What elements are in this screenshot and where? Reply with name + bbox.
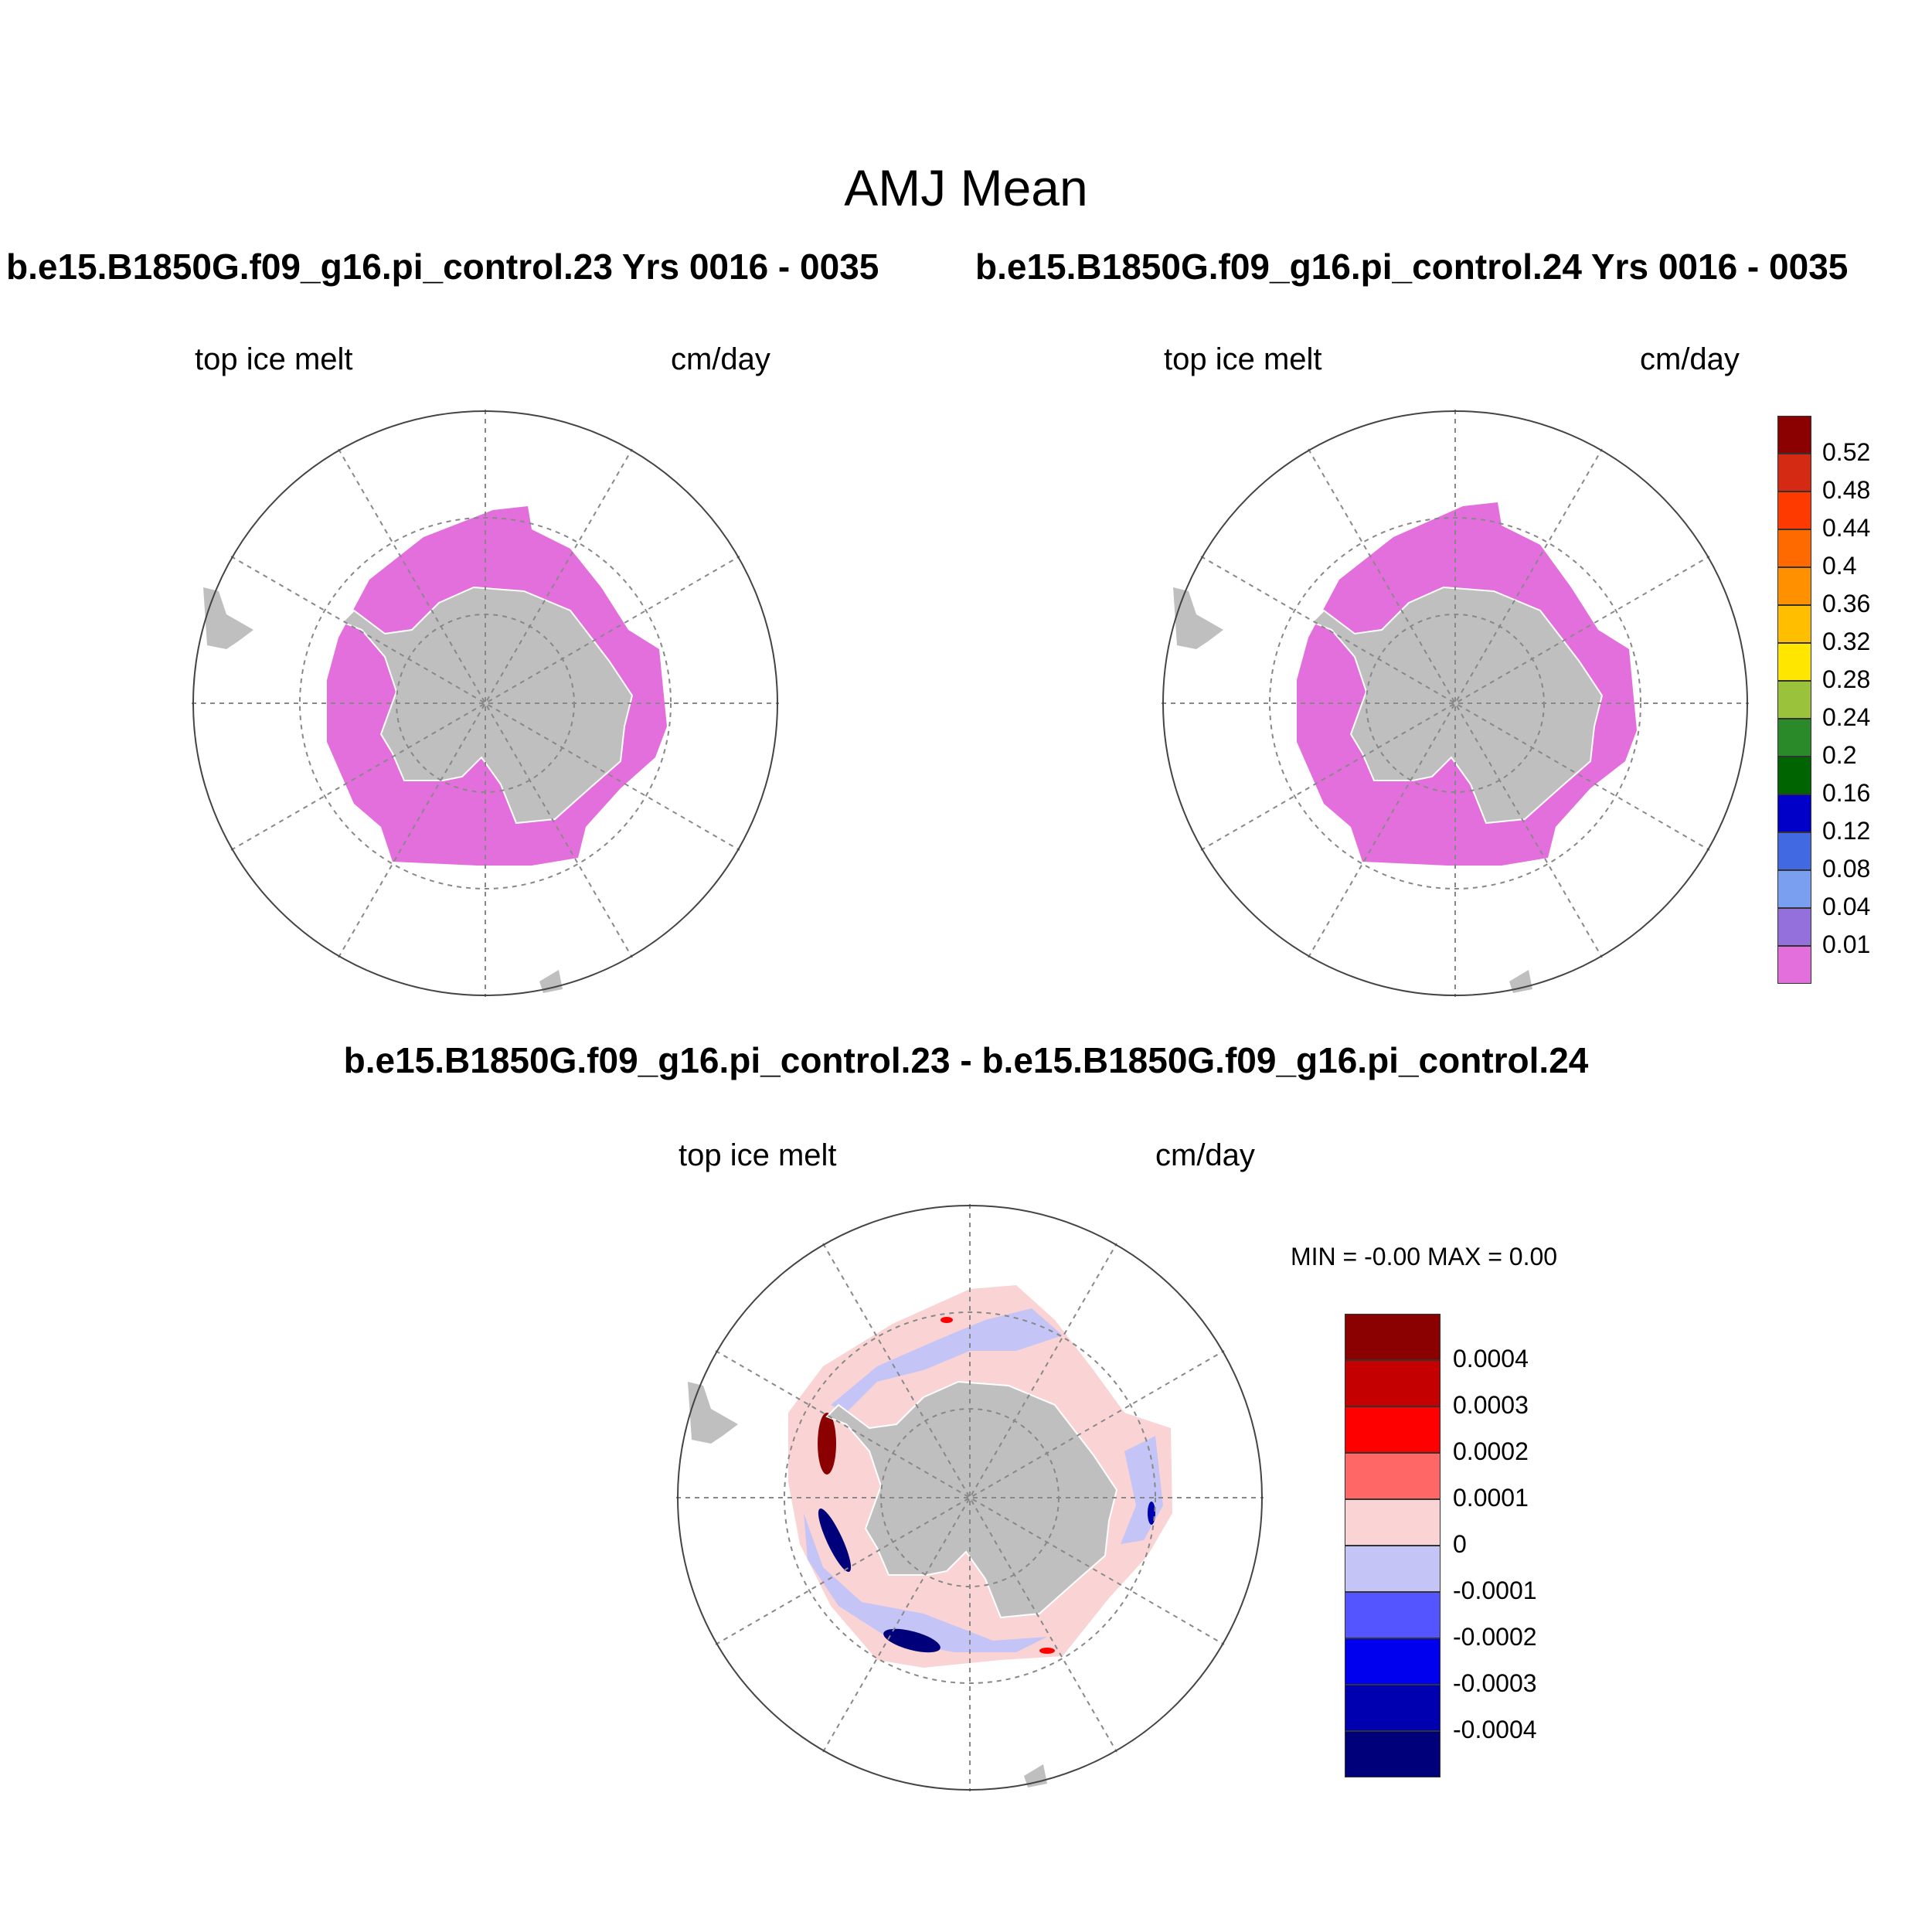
diff-minmax-label: MIN = -0.00 MAX = 0.00 xyxy=(1291,1243,1558,1270)
colorbar-diff-tick-label: 0.0004 xyxy=(1453,1345,1529,1372)
colorbar-top-swatch xyxy=(1777,492,1811,529)
colorbar-top-tick-label: 0.04 xyxy=(1822,893,1871,920)
south-america-land xyxy=(688,1382,738,1444)
colorbar-top-tick-label: 0.28 xyxy=(1822,665,1871,693)
colorbar-top-swatch xyxy=(1777,794,1811,832)
colorbar-top-swatch xyxy=(1777,643,1811,681)
colorbar-top-tick-label: 0.48 xyxy=(1822,476,1871,504)
panel-2-units-label: cm/day xyxy=(1640,342,1740,376)
diff-panel-variable-label: top ice melt xyxy=(679,1138,837,1172)
colorbar-diff-tick-label: -0.0002 xyxy=(1453,1623,1537,1651)
colorbar-top-tick-label: 0.2 xyxy=(1822,741,1857,769)
colorbar-top-tick-label: 0.44 xyxy=(1822,514,1871,542)
diff-ring-negative-2 xyxy=(804,1513,1047,1652)
colorbar-diff-swatch xyxy=(1345,1638,1440,1685)
panel-2-variable-label: top ice melt xyxy=(1164,342,1322,376)
colorbar-diff-swatch xyxy=(1345,1546,1440,1592)
figure-title: AMJ Mean xyxy=(844,159,1088,216)
colorbar-diff-tick-label: 0.0003 xyxy=(1453,1391,1529,1419)
colorbar-diff-tick-label: 0 xyxy=(1453,1530,1467,1558)
colorbar-diff-swatch xyxy=(1345,1499,1440,1546)
colorbar-top-tick-label: 0.24 xyxy=(1822,703,1871,731)
colorbar-top-swatch xyxy=(1777,719,1811,757)
colorbar-top-swatch xyxy=(1777,567,1811,605)
colorbar-top-swatch xyxy=(1777,908,1811,946)
polar-map-2 xyxy=(1162,410,1749,997)
polar-map-diff xyxy=(676,1204,1264,1791)
colorbar-diff-swatch xyxy=(1345,1360,1440,1406)
colorbar-top-swatch xyxy=(1777,757,1811,794)
panel-1-units-label: cm/day xyxy=(671,342,770,376)
colorbar-diff-swatch xyxy=(1345,1453,1440,1499)
colorbar-diff-tick-label: -0.0004 xyxy=(1453,1716,1537,1743)
colorbar-diff-swatch xyxy=(1345,1685,1440,1731)
diff-blob-dark-blue-1 xyxy=(818,1508,852,1573)
polar-map-1 xyxy=(192,410,779,997)
panel-1-variable-label: top ice melt xyxy=(195,342,353,376)
colorbar-diff-tick-label: 0.0002 xyxy=(1453,1437,1529,1465)
colorbar-diff-swatch xyxy=(1345,1731,1440,1777)
diff-blob-dark-red xyxy=(818,1413,836,1475)
panel-1-title: b.e15.B1850G.f09_g16.pi_control.23 Yrs 0… xyxy=(6,247,879,287)
colorbar-top-tick-label: 0.32 xyxy=(1822,628,1871,655)
south-america-land xyxy=(1173,587,1223,649)
colorbar-top-swatch xyxy=(1777,416,1811,454)
colorbar-top-swatch xyxy=(1777,870,1811,908)
colorbar-top-swatch xyxy=(1777,605,1811,643)
colorbar-diff-swatch xyxy=(1345,1314,1440,1360)
diff-blob-red-2 xyxy=(1039,1648,1055,1654)
diff-panel-units-label: cm/day xyxy=(1155,1138,1255,1172)
colorbar-diff-tick-label: 0.0001 xyxy=(1453,1484,1529,1512)
colorbar-top-tick-label: 0.52 xyxy=(1822,438,1871,466)
colorbar-top-tick-label: 0.12 xyxy=(1822,817,1871,845)
colorbar-top-tick-label: 0.4 xyxy=(1822,552,1857,580)
colorbar-diff-swatch xyxy=(1345,1406,1440,1453)
colorbar-top-swatch xyxy=(1777,832,1811,870)
colorbar-top-tick-label: 0.01 xyxy=(1822,930,1871,958)
south-america-land xyxy=(203,587,253,649)
colorbar-top-tick-label: 0.16 xyxy=(1822,779,1871,807)
colorbar-top-swatch xyxy=(1777,946,1811,984)
colorbar-top-swatch xyxy=(1777,529,1811,567)
colorbar-diff-swatch xyxy=(1345,1592,1440,1638)
diff-blob-dark-blue-2 xyxy=(883,1628,940,1653)
diff-blob-blue xyxy=(1148,1502,1155,1525)
panel-2-title: b.e15.B1850G.f09_g16.pi_control.24 Yrs 0… xyxy=(975,247,1849,287)
colorbar-top-tick-label: 0.36 xyxy=(1822,590,1871,617)
colorbar-diff-tick-label: -0.0001 xyxy=(1453,1577,1537,1604)
colorbar-diff-tick-label: -0.0003 xyxy=(1453,1669,1537,1697)
diff-panel-title: b.e15.B1850G.f09_g16.pi_control.23 - b.e… xyxy=(343,1040,1589,1080)
colorbar-top-swatch xyxy=(1777,681,1811,719)
colorbar-top-swatch xyxy=(1777,454,1811,492)
colorbar-top-tick-label: 0.08 xyxy=(1822,855,1871,883)
diff-blob-red xyxy=(940,1317,953,1323)
diff-ring-negative xyxy=(831,1308,1063,1413)
